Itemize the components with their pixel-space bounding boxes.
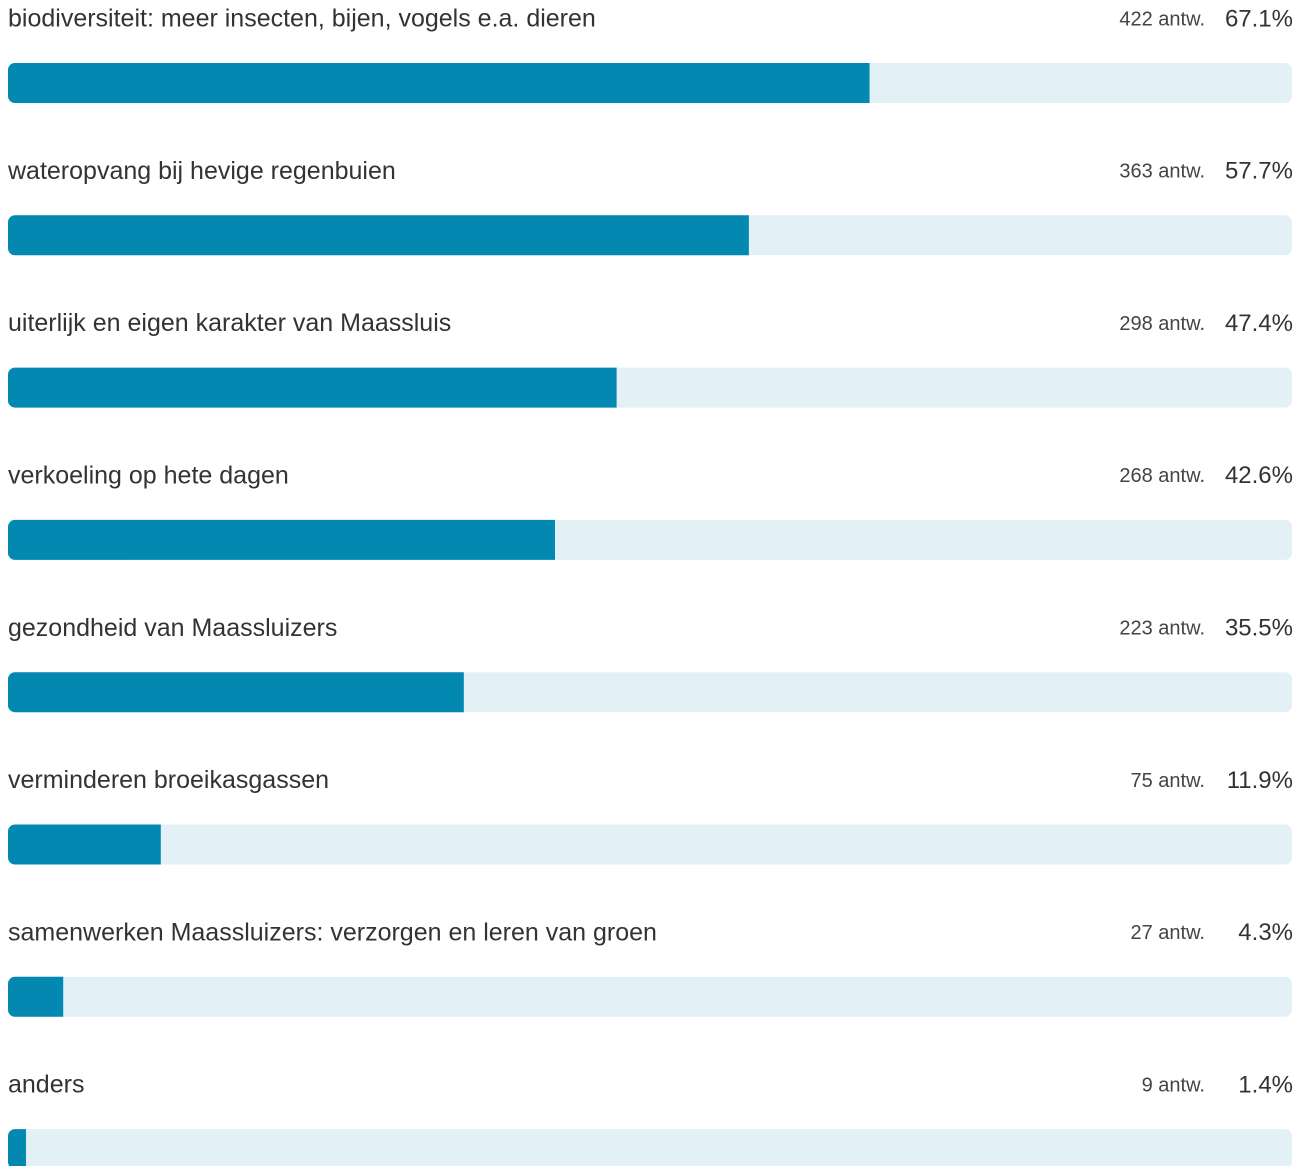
value-label: 42.6% bbox=[1225, 462, 1293, 489]
answer-count: 27 antw. bbox=[1130, 922, 1205, 944]
bar bbox=[8, 672, 464, 713]
bar bbox=[8, 976, 64, 1017]
answer-count: 223 antw. bbox=[1119, 617, 1205, 639]
bar bbox=[8, 63, 870, 103]
bar-track bbox=[8, 976, 1292, 1017]
answer-count: 422 antw. bbox=[1119, 8, 1205, 30]
option-label: anders bbox=[8, 1071, 84, 1099]
answer-count: 75 antw. bbox=[1130, 770, 1205, 792]
bar bbox=[8, 215, 749, 256]
value-label: 47.4% bbox=[1225, 310, 1293, 337]
answer-count: 268 antw. bbox=[1119, 465, 1205, 487]
option-label: verminderen broeikasgassen bbox=[8, 766, 329, 794]
value-label: 11.9% bbox=[1227, 767, 1293, 794]
value-label: 57.7% bbox=[1225, 158, 1293, 185]
value-label: 67.1% bbox=[1225, 5, 1293, 32]
option-label: samenwerken Maassluizers: verzorgen en l… bbox=[8, 918, 657, 946]
bar bbox=[8, 367, 617, 408]
bar bbox=[8, 519, 555, 560]
answer-count: 9 antw. bbox=[1142, 1074, 1205, 1096]
bar bbox=[8, 1129, 26, 1166]
option-label: verkoeling op hete dagen bbox=[8, 462, 289, 490]
option-label: wateropvang bij hevige regenbuien bbox=[7, 157, 396, 185]
value-label: 35.5% bbox=[1225, 615, 1293, 642]
option-label: biodiversiteit: meer insecten, bijen, vo… bbox=[8, 5, 596, 33]
bar bbox=[8, 824, 161, 865]
value-label: 1.4% bbox=[1238, 1071, 1293, 1098]
answer-count: 298 antw. bbox=[1119, 313, 1205, 335]
bar-track bbox=[8, 1129, 1292, 1166]
value-label: 4.3% bbox=[1238, 919, 1293, 946]
bar-track bbox=[8, 824, 1292, 865]
option-label: uiterlijk en eigen karakter van Maasslui… bbox=[8, 309, 451, 337]
answer-count: 363 antw. bbox=[1119, 161, 1205, 183]
option-label: gezondheid van Maassluizers bbox=[8, 614, 337, 642]
